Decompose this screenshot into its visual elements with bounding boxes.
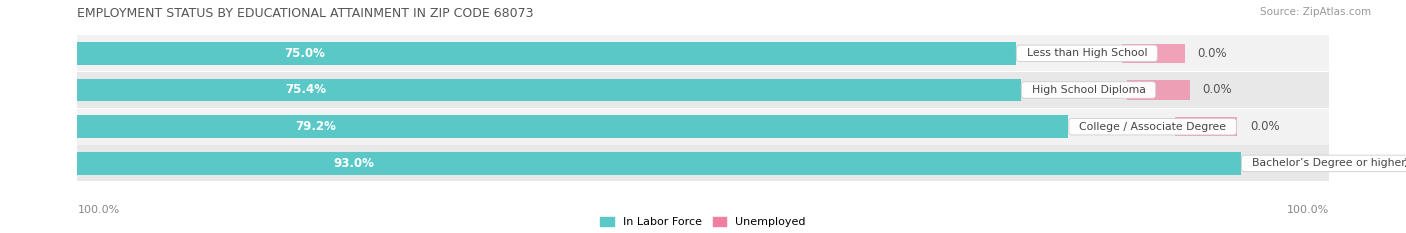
Bar xyxy=(77,152,1241,175)
Bar xyxy=(77,109,1329,145)
Bar xyxy=(1347,154,1391,173)
Text: 0.0%: 0.0% xyxy=(1202,83,1232,96)
Bar xyxy=(77,115,1069,138)
Bar xyxy=(77,145,1329,181)
Text: 79.2%: 79.2% xyxy=(295,120,336,133)
Text: High School Diploma: High School Diploma xyxy=(1025,85,1153,95)
Bar xyxy=(77,42,1017,65)
Text: 75.0%: 75.0% xyxy=(284,47,325,60)
Bar xyxy=(77,35,1329,71)
Bar xyxy=(1122,44,1185,63)
Text: 0.0%: 0.0% xyxy=(1198,47,1227,60)
Text: 2.1%: 2.1% xyxy=(1403,157,1406,170)
Text: Source: ZipAtlas.com: Source: ZipAtlas.com xyxy=(1260,7,1371,17)
Bar xyxy=(77,72,1329,108)
Bar xyxy=(77,79,1021,101)
Bar xyxy=(1128,80,1189,100)
Text: 100.0%: 100.0% xyxy=(77,205,120,215)
Text: Less than High School: Less than High School xyxy=(1019,48,1154,58)
Bar xyxy=(1175,117,1237,136)
Text: 93.0%: 93.0% xyxy=(333,157,374,170)
Text: 75.4%: 75.4% xyxy=(285,83,326,96)
Text: 0.0%: 0.0% xyxy=(1250,120,1279,133)
Text: 100.0%: 100.0% xyxy=(1286,205,1329,215)
Text: EMPLOYMENT STATUS BY EDUCATIONAL ATTAINMENT IN ZIP CODE 68073: EMPLOYMENT STATUS BY EDUCATIONAL ATTAINM… xyxy=(77,7,534,20)
Text: Bachelor’s Degree or higher: Bachelor’s Degree or higher xyxy=(1244,158,1406,168)
Text: College / Associate Degree: College / Associate Degree xyxy=(1073,122,1233,132)
Legend: In Labor Force, Unemployed: In Labor Force, Unemployed xyxy=(600,217,806,227)
